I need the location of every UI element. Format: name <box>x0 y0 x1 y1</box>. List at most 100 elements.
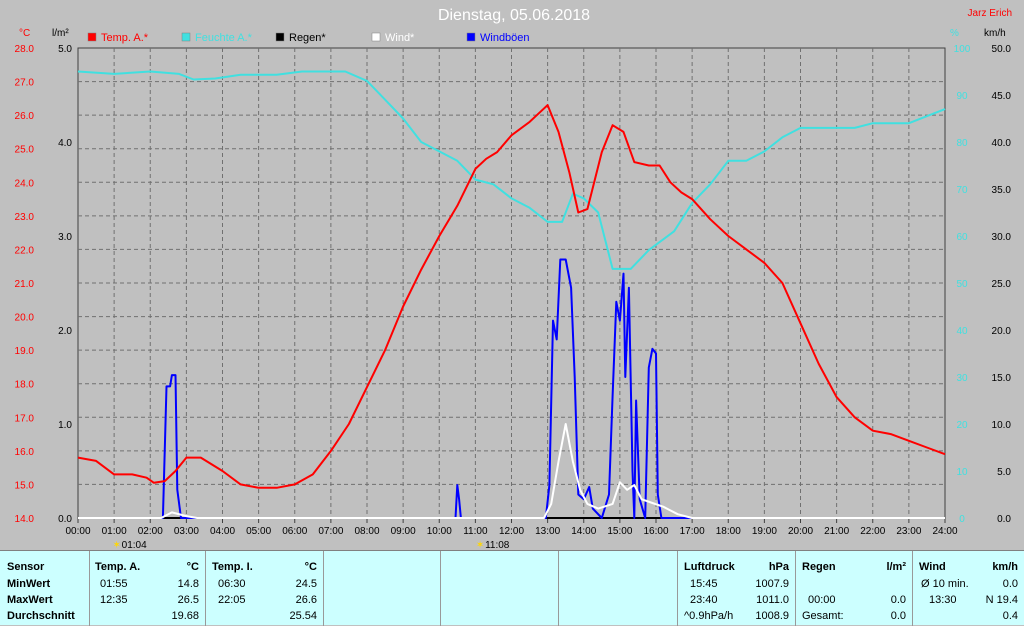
temp-tick-label: 16.0 <box>15 447 35 458</box>
humidity-tick-label: 90 <box>956 91 968 102</box>
temp-tick-label: 14.0 <box>15 514 35 525</box>
humidity-tick-label: 20 <box>956 420 968 431</box>
pressure-max-value: 1011.0 <box>756 594 789 606</box>
x-tick-label: 00:00 <box>65 526 90 537</box>
wind-tick-label: 5.0 <box>997 467 1011 478</box>
legend-label: Regen* <box>289 32 326 44</box>
x-tick-label: 18:00 <box>716 526 741 537</box>
temp-i-unit: °C <box>304 561 317 573</box>
humidity-tick-label: 100 <box>954 44 971 55</box>
temperature-line <box>77 104 946 489</box>
wind-tick-label: 25.0 <box>992 279 1012 290</box>
x-tick-label: 04:00 <box>210 526 235 537</box>
temp-tick-label: 28.0 <box>15 44 35 55</box>
rain-unit: l/m² <box>886 561 906 573</box>
wind-tick-label: 45.0 <box>992 91 1012 102</box>
marker-label: 11:08 <box>485 540 510 550</box>
pressure-trend: ^0.9hPa/h <box>684 610 734 622</box>
legend-swatch <box>275 32 285 42</box>
temp-a-column: Temp. A. °C 01:55 14.8 12:35 26.5 19.68 <box>90 551 206 626</box>
rain-tick-label: 4.0 <box>58 138 72 149</box>
temp-a-max-value: 26.5 <box>177 594 199 606</box>
rain-column: Regen l/m² 00:00 0.0 Gesamt: 0.0 <box>796 551 913 626</box>
empty-column-3 <box>559 551 678 626</box>
wind-max-value: N 19.4 <box>985 594 1018 606</box>
humidity-line <box>77 70 946 270</box>
rain-time: 00:00 <box>808 594 836 606</box>
pressure-min-time: 15:45 <box>690 578 718 590</box>
x-tick-label: 11:00 <box>463 526 488 537</box>
rain-tick-label: 0.0 <box>58 514 72 525</box>
x-tick-label: 06:00 <box>282 526 307 537</box>
humidity-unit-label: % <box>950 28 959 39</box>
wind-tick-label: 15.0 <box>992 373 1012 384</box>
temp-a-min-value: 14.8 <box>177 578 199 590</box>
rain-tick-label: 1.0 <box>58 420 72 431</box>
gust-line <box>78 258 945 519</box>
x-tick-label: 15:00 <box>607 526 632 537</box>
temp-a-unit: °C <box>186 561 199 573</box>
x-tick-label: 14:00 <box>571 526 596 537</box>
sensor-column: Sensor MinWert MaxWert Durchschnitt <box>0 551 90 626</box>
temp-unit-label: °C <box>19 28 30 39</box>
wind-column: Wind km/h Ø 10 min. 0.0 13:30 N 19.4 0.4 <box>913 551 1024 626</box>
x-tick-label: 17:00 <box>680 526 705 537</box>
rain-unit-label: l/m² <box>52 28 69 39</box>
temp-tick-label: 18.0 <box>15 380 35 391</box>
x-tick-label: 13:00 <box>535 526 560 537</box>
wind-avg-label: Ø 10 min. <box>921 578 969 590</box>
x-tick-label: 09:00 <box>391 526 416 537</box>
legend-swatch <box>87 32 97 42</box>
x-tick-label: 21:00 <box>824 526 849 537</box>
humidity-tick-label: 30 <box>956 373 968 384</box>
chart-title: Dienstag, 05.06.2018 <box>438 7 590 24</box>
pressure-column: Luftdruck hPa 15:45 1007.9 23:40 1011.0 … <box>678 551 796 626</box>
temp-tick-label: 20.0 <box>15 313 35 324</box>
x-tick-label: 07:00 <box>318 526 343 537</box>
wind-tick-label: 30.0 <box>992 232 1012 243</box>
max-label: MaxWert <box>7 594 53 606</box>
legend-swatch <box>466 32 476 42</box>
rain-value: 0.0 <box>890 594 906 606</box>
author-label: Jarz Erich <box>968 8 1012 19</box>
avg-label: Durchschnitt <box>7 610 75 622</box>
wind-tick-label: 40.0 <box>992 138 1012 149</box>
legend-swatch <box>181 32 191 42</box>
humidity-tick-label: 50 <box>956 279 968 290</box>
wind-unit: km/h <box>992 561 1018 573</box>
x-tick-label: 20:00 <box>788 526 813 537</box>
temp-i-header: Temp. I. <box>212 561 253 573</box>
temp-a-min-time: 01:55 <box>100 578 128 590</box>
humidity-tick-label: 80 <box>956 138 968 149</box>
x-tick-label: 24:00 <box>932 526 957 537</box>
temp-tick-label: 19.0 <box>15 346 35 357</box>
temp-i-min-value: 24.5 <box>295 578 317 590</box>
temp-a-header: Temp. A. <box>95 561 141 573</box>
marker-label: 01:04 <box>122 540 147 550</box>
rain-total-value: 0.0 <box>890 610 906 622</box>
legend-label: Temp. A.* <box>101 32 149 44</box>
wind-avg-value: 0.0 <box>1002 578 1018 590</box>
pressure-max-time: 23:40 <box>690 594 718 606</box>
marker-icon: ✶ <box>476 540 484 550</box>
wind-header: Wind <box>919 561 946 573</box>
wind-tick-label: 0.0 <box>997 514 1011 525</box>
legend-label: Windböen <box>480 32 530 44</box>
weather-chart: 00:00 01:00 02:00 03:00 04:00 05:00 06:00 07:00… <box>14 7 1012 551</box>
chart-svg: 00:00 01:00 02:00 03:00 04:00 05:00 06:00 07:00… <box>15 7 1012 551</box>
legend-label: Feuchte A.* <box>195 32 253 44</box>
x-tick-label: 23:00 <box>896 526 921 537</box>
wind-unit-label: km/h <box>984 28 1006 39</box>
rain-tick-label: 3.0 <box>58 232 72 243</box>
temp-i-max-value: 26.6 <box>295 594 317 606</box>
legend-swatch <box>371 32 381 42</box>
temp-tick-label: 15.0 <box>15 480 35 491</box>
rain-tick-label: 2.0 <box>58 326 72 337</box>
wind-line <box>78 423 945 519</box>
temp-tick-label: 27.0 <box>15 78 35 89</box>
temp-tick-label: 26.0 <box>15 111 35 122</box>
empty-column-2 <box>441 551 559 626</box>
legend-label: Wind* <box>385 32 415 44</box>
rain-total-label: Gesamt: <box>802 610 844 622</box>
x-tick-label: 08:00 <box>354 526 379 537</box>
